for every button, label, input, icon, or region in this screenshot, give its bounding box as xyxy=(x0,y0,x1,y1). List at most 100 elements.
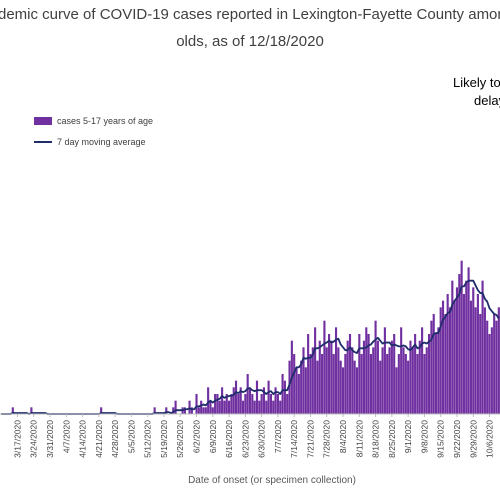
bar xyxy=(358,334,361,414)
bar xyxy=(400,327,403,414)
x-tick-label: 9/15/2020 xyxy=(436,420,446,458)
bar xyxy=(360,354,363,414)
bar xyxy=(265,400,268,414)
bar xyxy=(323,320,326,414)
bar xyxy=(258,400,261,414)
bar xyxy=(241,400,245,414)
x-tick-label: 9/22/2020 xyxy=(452,420,462,458)
bar xyxy=(437,327,440,414)
bar xyxy=(458,274,461,414)
bar xyxy=(339,360,342,414)
bar xyxy=(269,394,272,414)
bar xyxy=(465,280,468,414)
bar xyxy=(439,307,442,414)
bar xyxy=(383,327,386,414)
bar xyxy=(486,320,489,414)
bar xyxy=(30,407,33,414)
bar xyxy=(404,354,407,414)
bar xyxy=(288,360,291,414)
bar xyxy=(172,407,175,414)
x-tick-label: 5/26/2020 xyxy=(175,420,185,458)
bar xyxy=(455,287,459,414)
bar xyxy=(267,380,270,414)
bar xyxy=(423,354,426,414)
x-tick-label: 6/2/2020 xyxy=(192,420,202,453)
bar xyxy=(441,300,445,414)
bar xyxy=(153,407,156,414)
bar xyxy=(374,320,377,414)
x-tick-label: 10/6/2020 xyxy=(485,420,495,458)
bar xyxy=(248,387,252,414)
bar xyxy=(453,300,456,414)
x-tick-label: 9/29/2020 xyxy=(468,420,478,458)
bar xyxy=(425,347,428,414)
bar xyxy=(362,340,366,414)
x-tick-label: 8/18/2020 xyxy=(371,420,381,458)
bar-series xyxy=(11,260,500,414)
bar xyxy=(314,327,317,414)
bar xyxy=(174,400,177,414)
bar xyxy=(281,374,284,414)
x-tick-label: 4/7/2020 xyxy=(61,420,71,453)
bar xyxy=(365,327,368,414)
x-tick-label: 3/17/2020 xyxy=(12,420,22,458)
bar xyxy=(448,307,452,414)
x-tick-label: 6/16/2020 xyxy=(224,420,234,458)
bar xyxy=(367,334,370,414)
x-tick-label: 9/1/2020 xyxy=(403,420,413,453)
bar xyxy=(311,347,314,414)
x-tick-label: 7/7/2020 xyxy=(273,420,283,453)
bar xyxy=(428,334,431,414)
bar xyxy=(418,340,421,414)
bar xyxy=(300,360,303,414)
x-tick-label: 9/8/2020 xyxy=(419,420,429,453)
bar xyxy=(476,294,479,414)
x-tick-label: 3/31/2020 xyxy=(45,420,55,458)
bar xyxy=(321,354,324,414)
bar xyxy=(402,347,405,414)
bar xyxy=(434,334,438,414)
x-tick-label: 8/11/2020 xyxy=(354,420,364,457)
bar xyxy=(388,347,391,414)
bar xyxy=(467,267,470,414)
x-tick-label: 3/24/2020 xyxy=(29,420,39,458)
x-tick-label: 8/25/2020 xyxy=(387,420,397,458)
bar xyxy=(386,354,389,414)
bar xyxy=(272,400,275,414)
bar xyxy=(376,340,379,414)
bar xyxy=(274,387,277,414)
x-tick-label: 5/5/2020 xyxy=(126,420,136,453)
bar xyxy=(451,280,454,414)
x-tick-label: 4/28/2020 xyxy=(110,420,120,458)
bar xyxy=(493,314,496,414)
bar xyxy=(379,360,382,414)
x-tick-label: 7/14/2020 xyxy=(289,420,299,458)
bar xyxy=(221,387,224,414)
bar xyxy=(479,314,482,414)
bar xyxy=(411,347,414,414)
bar xyxy=(251,394,254,414)
bar xyxy=(237,394,240,414)
bar xyxy=(421,327,424,414)
bar xyxy=(307,334,310,414)
bar xyxy=(295,367,298,414)
bar xyxy=(276,394,279,414)
bar xyxy=(474,307,477,414)
bar xyxy=(483,307,486,414)
bar xyxy=(246,374,249,414)
bar xyxy=(346,340,349,414)
x-tick-label: 8/4/2020 xyxy=(338,420,348,453)
bar xyxy=(341,367,345,414)
bar xyxy=(188,400,191,414)
bar xyxy=(228,400,231,414)
bar xyxy=(416,354,419,414)
bar xyxy=(490,327,493,414)
x-tick-label: 4/21/2020 xyxy=(94,420,104,458)
bar xyxy=(244,394,247,414)
bar xyxy=(216,394,219,414)
bar xyxy=(407,360,410,414)
bar xyxy=(409,340,412,414)
x-tick-label: 6/30/2020 xyxy=(257,420,267,458)
bar xyxy=(328,334,331,414)
annotation-line-2: delay xyxy=(474,93,500,108)
